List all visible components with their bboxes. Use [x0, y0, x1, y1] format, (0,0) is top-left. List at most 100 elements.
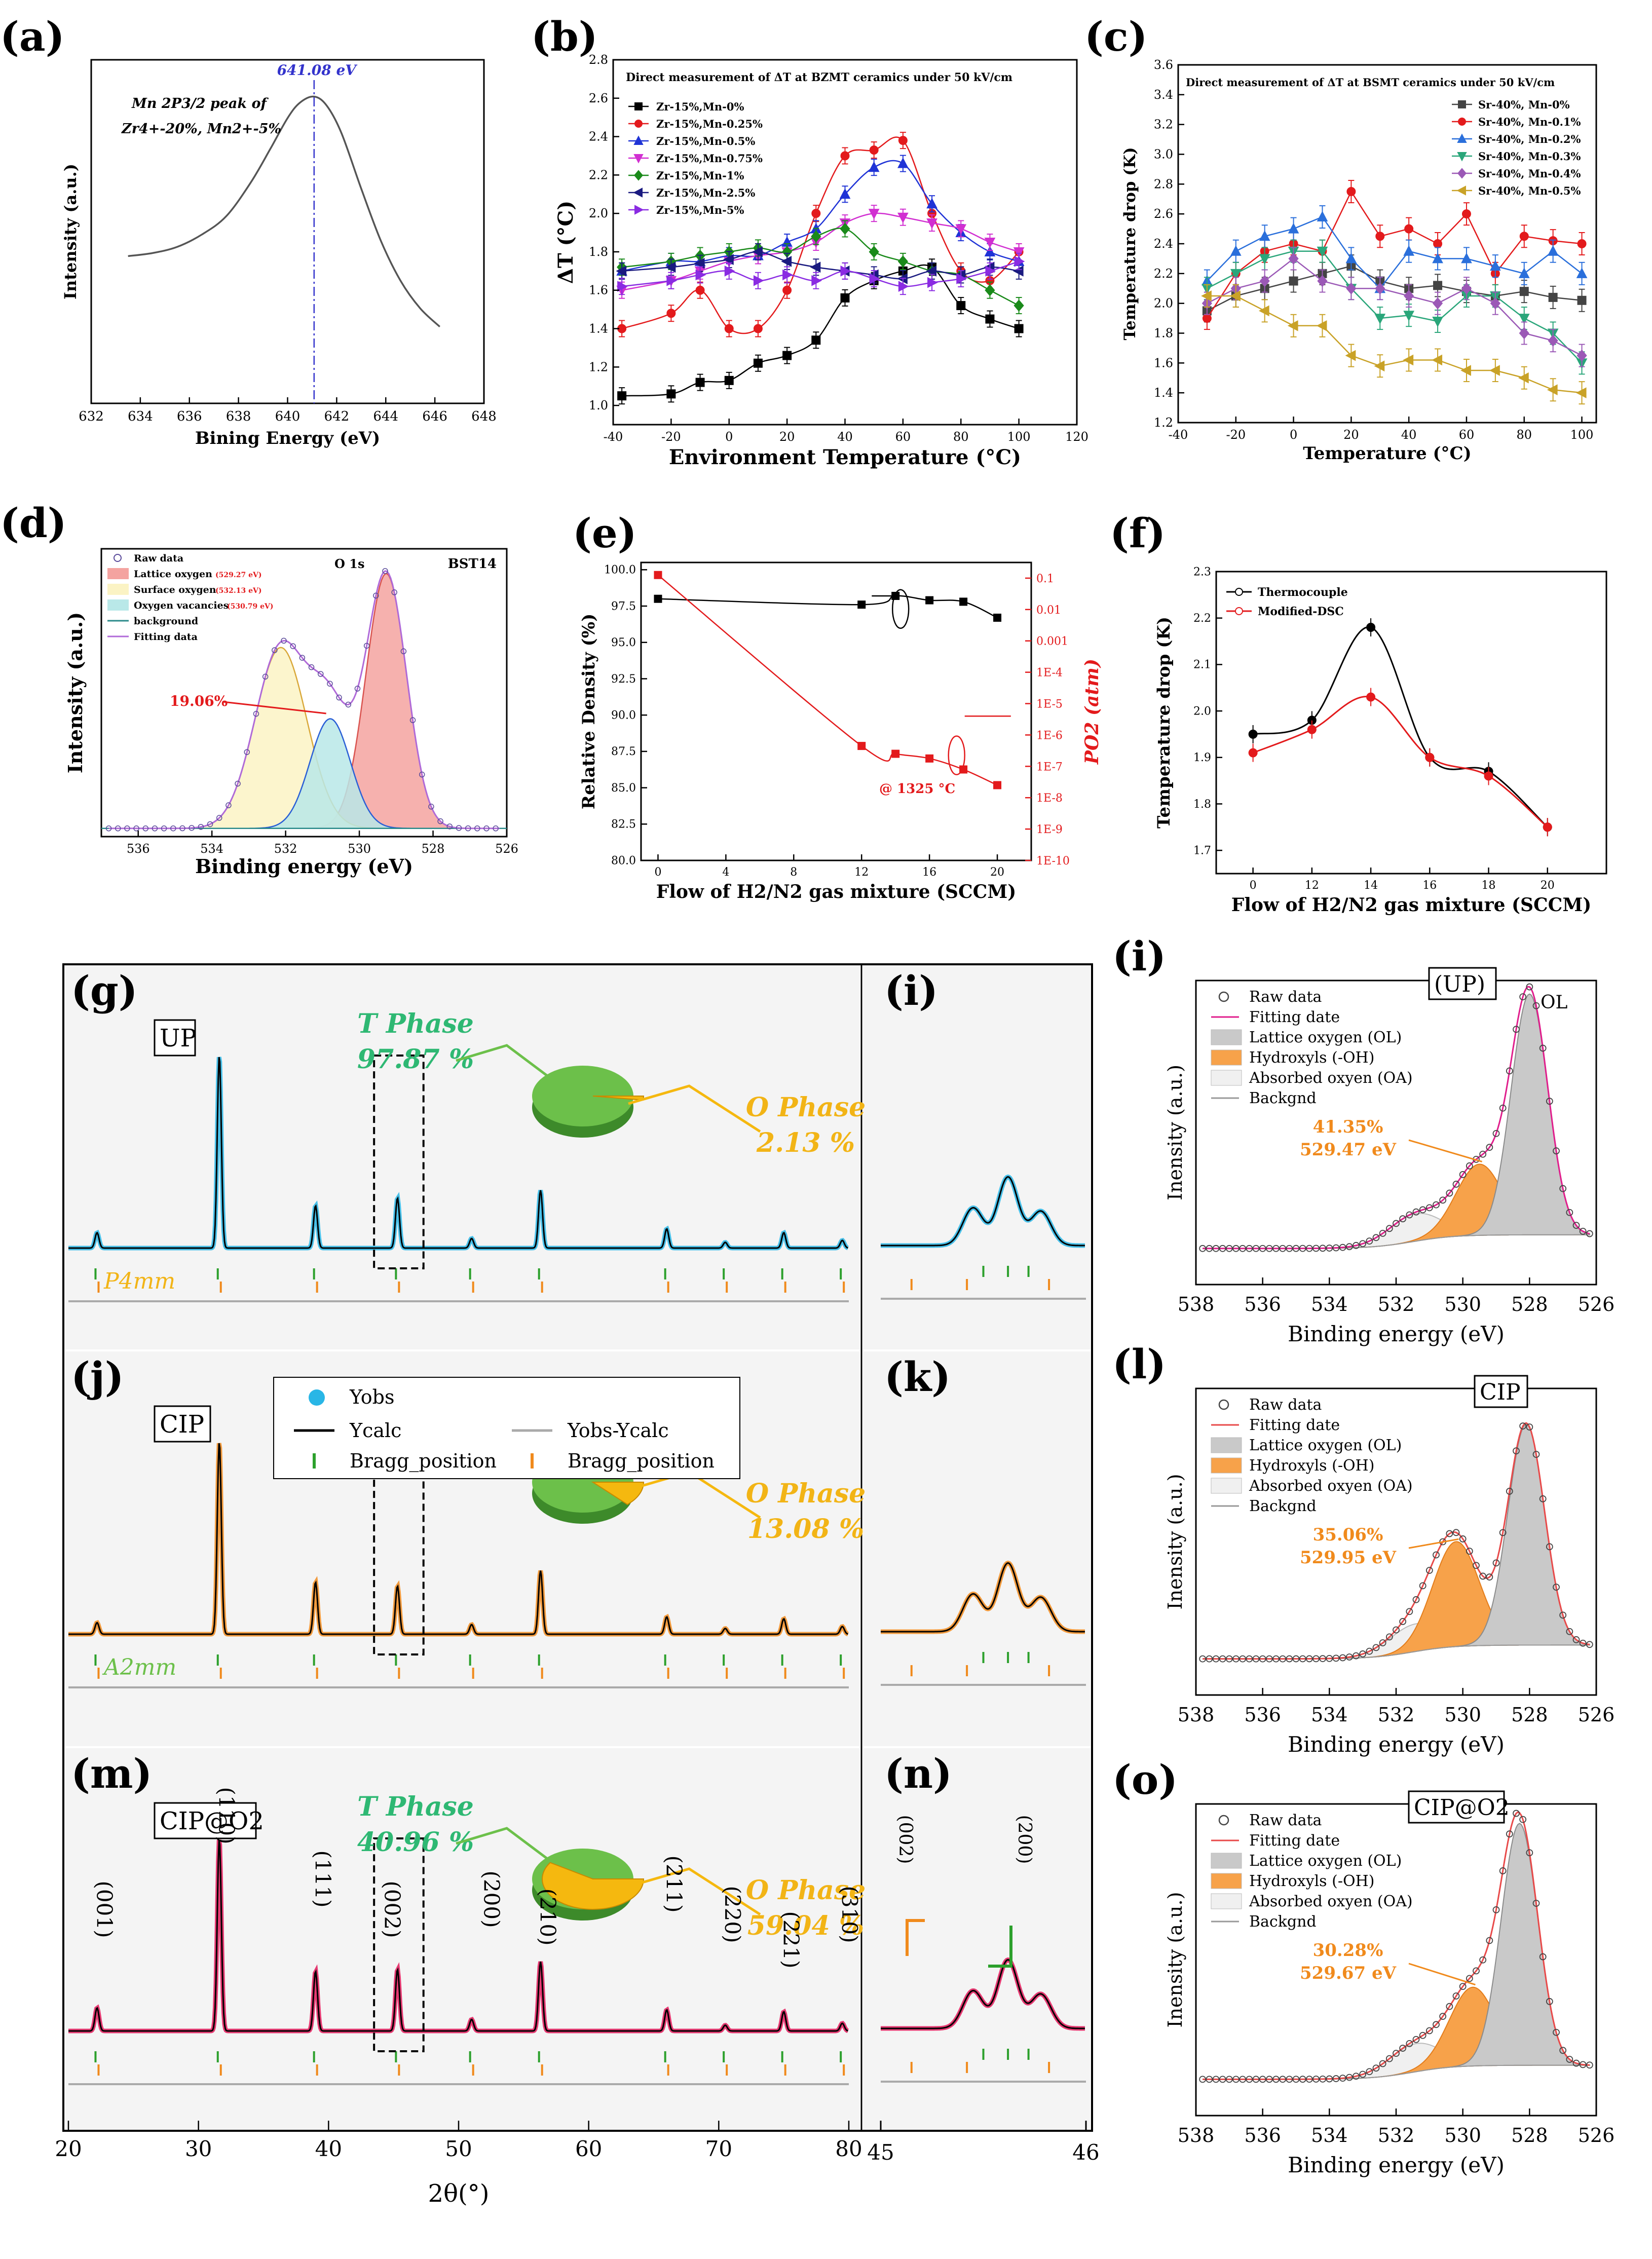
xrd-zoom-box [373, 1055, 425, 1269]
xps-raw-point [1479, 1150, 1487, 1158]
x-tick-label: 45 [867, 2140, 894, 2165]
xrd-zoom-ycalc [881, 1562, 1085, 1633]
panel-d-raw-point [142, 825, 149, 832]
data-point [840, 151, 850, 161]
legend-marker [633, 187, 643, 198]
y2-tick-label: 1E-9 [1036, 823, 1063, 836]
xps-raw-point [1206, 2076, 1213, 2083]
legend-marker [634, 205, 644, 215]
x-tick-label: 12 [1305, 879, 1319, 892]
xrd-sample-tag-box [154, 1802, 257, 1839]
panel-d-vacancy-percent: 19.06% [170, 693, 228, 709]
data-point [1317, 246, 1328, 257]
xrd-ycalc-pattern [68, 1057, 848, 1249]
xps-raw-point [1546, 1543, 1553, 1551]
x-tick-label: 534 [1311, 1293, 1348, 1315]
xrd-zoom-box [373, 1837, 425, 2052]
xrd-hkl-label: (221) [779, 1911, 804, 1969]
data-point [666, 389, 676, 399]
y-tick-label: 2.4 [589, 130, 608, 144]
data-point [891, 749, 900, 758]
data-point [955, 224, 967, 235]
panel-c-x-axis-title: Temperature (°C) [1303, 443, 1471, 464]
panel-b-frame [612, 59, 1078, 426]
panel-b-x-axis-title: Environment Temperature (°C) [669, 445, 1021, 469]
x-tick-label: 100 [1007, 430, 1031, 444]
data-point [1248, 729, 1258, 739]
data-point [1489, 365, 1500, 376]
data-point [1490, 260, 1501, 271]
legend-swatch [1211, 1853, 1242, 1869]
panel-d-arrow [222, 701, 326, 714]
xps-raw-point [1366, 1237, 1373, 1245]
x-tick-label: 534 [1311, 2124, 1348, 2147]
legend-label: Bragg_position [350, 1450, 497, 1473]
x-tick-label: 46 [1072, 2140, 1099, 2165]
legend-label: Oxygen vacancies [134, 600, 229, 611]
panel-f-x-axis-title: Flow of H2/N2 gas mixture (SCCM) [1231, 894, 1591, 916]
data-point [811, 209, 821, 218]
xps-raw-point [1326, 1654, 1333, 1662]
x-tick-label: 40 [1401, 428, 1417, 442]
y-tick-label: 2.6 [589, 91, 608, 105]
x-tick-label: 18 [1482, 879, 1496, 892]
xps-raw-point [1506, 1067, 1513, 1075]
xps-raw-point [1339, 2075, 1346, 2082]
xps-raw-point [1579, 2061, 1587, 2068]
panel-d-raw-point [262, 673, 269, 680]
xps-raw-point [1232, 1245, 1240, 1252]
xps-hydroxyl-percent: 35.06% [1313, 1525, 1383, 1545]
panel-a-annotation-1: Mn 2P3/2 peak of [131, 96, 269, 111]
data-point [1014, 256, 1025, 267]
xps-raw-point [1572, 1636, 1580, 1643]
xps-raw-point [1586, 1641, 1593, 1648]
legend-swatch [1211, 1457, 1242, 1474]
panel-d-raw-point [253, 710, 259, 717]
data-point [1548, 292, 1558, 302]
xps-raw-point [1425, 1204, 1433, 1212]
legend-label: Raw data [1249, 1812, 1322, 1829]
legend-marker [1218, 991, 1229, 1002]
y2-tick-label: 0.01 [1036, 604, 1061, 617]
x-tick-label: 60 [1459, 428, 1475, 442]
x-tick-label: 12 [854, 866, 869, 879]
panel-f-series-line [1253, 696, 1548, 828]
xps-raw-point [1406, 1608, 1413, 1615]
y-tick-label: 1.4 [589, 322, 608, 336]
legend-label: Raw data [1249, 1396, 1322, 1414]
y-tick-label: 3.6 [1154, 58, 1173, 72]
xps-raw-point [1199, 2076, 1207, 2083]
data-point [695, 285, 705, 295]
x-tick-label: 526 [1578, 1293, 1615, 1315]
panel-d-raw-point [354, 686, 361, 692]
xrd-zoom-ycalc [881, 1959, 1085, 2029]
xps-raw-point [1532, 1900, 1540, 1907]
panel-d-y-axis-title: Intensity (a.u.) [64, 612, 87, 773]
data-point [1366, 623, 1376, 632]
data-point [985, 265, 996, 277]
xps-raw-point [1526, 1423, 1533, 1431]
panel-e-y-axis-title: Relative Density (%) [579, 614, 599, 809]
panel-d-raw-point [363, 643, 370, 649]
panel-c-series-line [1207, 295, 1582, 394]
xps-raw-point [1499, 1104, 1507, 1112]
data-point [1346, 187, 1356, 197]
panel-b-title: Direct measurement of ΔT at BZMT ceramic… [626, 71, 1012, 84]
panel-b-series-line [621, 136, 1020, 334]
panel-label: (k) [884, 1353, 951, 1401]
y-tick-label: 2.2 [1193, 612, 1211, 625]
xrd-zoom-o-arrow [906, 1919, 925, 1956]
xrd-o-phase-label: O Phase [746, 1092, 866, 1123]
panel-d-raw-point [382, 568, 388, 574]
xps-raw-point [1479, 1956, 1487, 1964]
xps-raw-point [1446, 2003, 1453, 2010]
xps-raw-point [1412, 1208, 1420, 1216]
xps-raw-point [1466, 1162, 1473, 1170]
data-point [840, 265, 851, 277]
xps-raw-point [1579, 1227, 1587, 1235]
x-tick-label: 20 [1541, 879, 1555, 892]
xps-raw-point [1292, 1245, 1300, 1252]
panel-d-raw-point [317, 671, 324, 677]
xrd-sample-tag-box [154, 1405, 211, 1443]
x-tick-label: 20 [1343, 428, 1359, 442]
